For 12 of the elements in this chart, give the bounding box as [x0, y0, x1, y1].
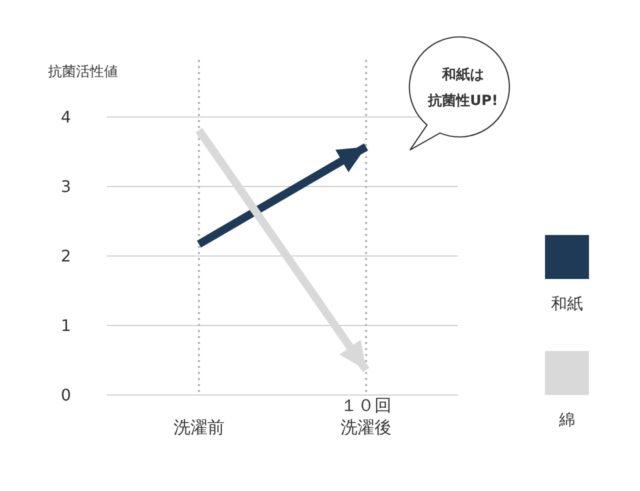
text: 抗菌性UP!	[426, 93, 498, 109]
text: 綿	[558, 410, 575, 429]
y-tick-label: 2	[60, 246, 72, 266]
y-axis-title: 抗菌活性値	[48, 64, 118, 80]
text: 和紙は	[441, 67, 484, 83]
y-tick-label: 0	[60, 386, 72, 405]
x-tick-label: 洗濯前	[173, 418, 224, 438]
y-tick-label: 4	[60, 108, 72, 127]
y-tick-label: 1	[60, 316, 72, 336]
y-tick-label: 3	[60, 177, 72, 196]
x-tick-label: １０回洗濯後	[340, 396, 392, 438]
text: 和紙	[551, 294, 583, 313]
